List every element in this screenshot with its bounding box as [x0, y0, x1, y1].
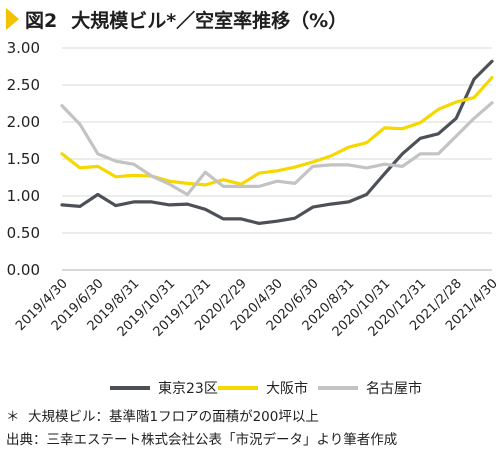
legend-swatch: [318, 386, 358, 390]
figure-title: 大規模ビル*／空室率推移（%）: [71, 9, 348, 32]
series-line: [60, 101, 494, 197]
legend-label: 東京23区: [158, 381, 218, 397]
legend-label: 名古屋市: [366, 381, 422, 397]
series-line: [60, 75, 494, 187]
series-line: [60, 59, 494, 225]
y-tick-label: 2.00: [7, 113, 40, 131]
y-tick-label: 3.00: [7, 39, 40, 57]
y-tick-label: 1.00: [7, 187, 40, 205]
chart-legend: 東京23区 大阪市 名古屋市: [0, 377, 500, 399]
legend-item: 東京23区: [110, 377, 218, 399]
series-lines: [60, 59, 494, 225]
legend-label: 大阪市: [266, 381, 308, 397]
line-chart: 0.00 0.50 1.00 1.50 2.00 2.50 3.00 2019/4/3020…: [7, 39, 500, 340]
legend-item: 大阪市: [218, 377, 308, 399]
figure-label: 図2: [25, 9, 58, 32]
y-tick-label: 1.50: [7, 150, 40, 168]
legend-item: 名古屋市: [318, 377, 422, 399]
legend-swatch: [110, 386, 150, 390]
y-tick-label: 0.50: [7, 224, 40, 242]
legend-swatch: [218, 386, 258, 390]
y-axis-ticks: 0.00 0.50 1.00 1.50 2.00 2.50 3.00: [7, 39, 40, 279]
asterisk-mark: ＊: [6, 409, 20, 425]
y-tick-label: 2.50: [7, 76, 40, 94]
asterisk-note-text: 大規模ビル：基準階1フロアの面積が200坪以上: [28, 409, 319, 425]
x-axis-ticks: 2019/4/302019/6/302019/8/312019/10/31201…: [13, 276, 500, 340]
grid-lines: [62, 47, 492, 271]
title-triangle-icon: [6, 8, 19, 30]
source-note: 出典：三幸エステート株式会社公表「市況データ」より筆者作成: [6, 432, 398, 448]
y-tick-label: 0.00: [7, 261, 40, 279]
asterisk-note: ＊ 大規模ビル：基準階1フロアの面積が200坪以上: [6, 405, 319, 425]
figure-title-row: 図2 大規模ビル*／空室率推移（%）: [6, 4, 347, 34]
